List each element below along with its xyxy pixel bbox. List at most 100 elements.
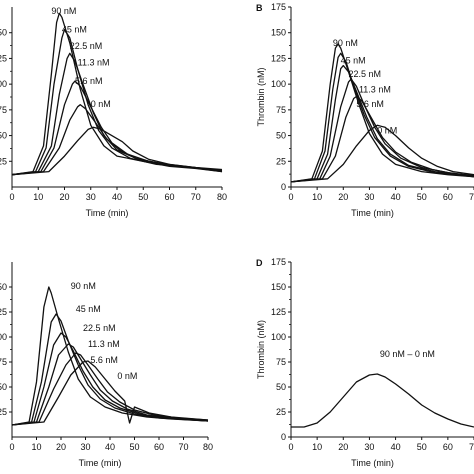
series-line bbox=[290, 124, 474, 183]
x-tick-label: 0 bbox=[9, 192, 14, 202]
x-tick-label: 10 bbox=[31, 442, 41, 452]
y-tick-label: 150 bbox=[271, 28, 286, 38]
x-axis-label: Time (min) bbox=[351, 458, 394, 468]
y-tick-label: 150 bbox=[271, 282, 286, 292]
series-line bbox=[11, 28, 223, 176]
panel-a: 0 10 20 30 40 50 60 70 80 25 50 75 100 125 150 Time (mi… bbox=[0, 6, 227, 218]
x-tick-label: 50 bbox=[417, 442, 427, 452]
y-tick-label: 125 bbox=[271, 53, 286, 63]
x-tick-label: 0 bbox=[9, 442, 14, 452]
panel-letter: D bbox=[256, 258, 263, 268]
series-annotation: 22.5 nM bbox=[70, 41, 103, 51]
x-tick-label: 20 bbox=[56, 442, 66, 452]
y-tick-label: 125 bbox=[0, 53, 7, 63]
series-annotation: 11.3 nM bbox=[78, 58, 110, 68]
x-tick-label: 30 bbox=[86, 192, 96, 202]
series-annotation: 22.5 nM bbox=[83, 323, 116, 333]
series-line bbox=[11, 360, 209, 426]
x-tick-label: 20 bbox=[59, 192, 69, 202]
x-tick-label: 20 bbox=[338, 192, 348, 202]
x-tick-label: 40 bbox=[112, 192, 122, 202]
series-line bbox=[291, 373, 474, 428]
y-tick-label: 125 bbox=[271, 307, 286, 317]
y-tick-label: 75 bbox=[276, 357, 286, 367]
series-annotation: 90 nM – 0 nM bbox=[380, 349, 435, 359]
x-tick-label: 70 bbox=[191, 192, 201, 202]
panel-letter: B bbox=[256, 3, 263, 13]
y-tick-label: 25 bbox=[0, 156, 7, 166]
y-tick-label: 150 bbox=[0, 28, 7, 38]
x-axis-label: Time (min) bbox=[86, 208, 129, 218]
series-annotation: 0 nM bbox=[91, 99, 111, 109]
series-line bbox=[11, 313, 209, 426]
series-annotation: 22.5 nM bbox=[349, 69, 382, 79]
x-axis-label: Time (min) bbox=[351, 208, 394, 218]
panel-d: 0 10 20 30 40 50 60 70 0 25 50 75 100 125 150 175 Time (… bbox=[256, 257, 474, 468]
panel-c: 0 10 20 30 40 50 60 70 80 25 50 75 100 125 150 Time (mi… bbox=[0, 262, 213, 468]
x-tick-label: 0 bbox=[288, 192, 293, 202]
y-tick-label: 0 bbox=[281, 432, 286, 442]
series-line bbox=[11, 343, 209, 426]
y-tick-label: 25 bbox=[0, 407, 7, 417]
y-tick-label: 50 bbox=[276, 382, 286, 392]
x-tick-label: 60 bbox=[164, 192, 174, 202]
y-tick-label: 75 bbox=[0, 105, 7, 115]
y-tick-label: 100 bbox=[271, 79, 286, 89]
series-line bbox=[11, 286, 209, 426]
x-tick-label: 60 bbox=[154, 442, 164, 452]
series-annotation: 45 nM bbox=[76, 304, 101, 314]
y-tick-label: 100 bbox=[0, 332, 7, 342]
y-tick-label: 125 bbox=[0, 307, 7, 317]
x-tick-label: 50 bbox=[138, 192, 148, 202]
x-tick-label: 30 bbox=[364, 442, 374, 452]
y-tick-label: 175 bbox=[271, 2, 286, 12]
series-line bbox=[290, 95, 474, 183]
y-tick-label: 100 bbox=[0, 79, 7, 89]
series-annotation: 45 nM bbox=[62, 25, 87, 35]
series-annotation: 11.3 nM bbox=[359, 84, 391, 94]
y-tick-label: 75 bbox=[276, 105, 286, 115]
series-annotation: 11.3 nM bbox=[88, 339, 120, 349]
x-tick-label: 60 bbox=[443, 442, 453, 452]
x-tick-label: 80 bbox=[217, 192, 227, 202]
x-axis-label: Time (min) bbox=[79, 458, 122, 468]
series-line bbox=[290, 64, 474, 183]
panel-b: 0 10 20 30 40 50 60 70 0 25 50 75 100 125 150 175 Time (… bbox=[256, 2, 474, 218]
x-tick-label: 10 bbox=[312, 442, 322, 452]
y-tick-label: 100 bbox=[271, 332, 286, 342]
x-tick-label: 40 bbox=[391, 192, 401, 202]
y-axis-label: Thrombin (nM) bbox=[256, 320, 266, 379]
series-annotation: 5.6 nM bbox=[90, 355, 118, 365]
series-line bbox=[11, 352, 209, 426]
y-axis-label: Thrombin (nM) bbox=[256, 67, 266, 126]
x-tick-label: 20 bbox=[338, 442, 348, 452]
x-tick-label: 40 bbox=[391, 442, 401, 452]
series-annotation: 90 nM bbox=[71, 281, 96, 291]
x-tick-label: 10 bbox=[33, 192, 43, 202]
series-annotation: 0 nM bbox=[377, 126, 397, 136]
x-tick-label: 60 bbox=[443, 192, 453, 202]
x-tick-label: 30 bbox=[80, 442, 90, 452]
series-annotation: 90 nM bbox=[51, 6, 76, 16]
series-line bbox=[11, 332, 209, 426]
series-annotation: 5.6 nM bbox=[356, 99, 384, 109]
y-tick-label: 150 bbox=[0, 282, 7, 292]
y-tick-label: 50 bbox=[0, 382, 7, 392]
x-tick-label: 70 bbox=[178, 442, 188, 452]
series-line bbox=[290, 78, 474, 183]
y-tick-label: 0 bbox=[281, 182, 286, 192]
y-tick-label: 25 bbox=[276, 407, 286, 417]
x-tick-label: 80 bbox=[203, 442, 213, 452]
y-tick-label: 75 bbox=[0, 357, 7, 367]
x-tick-label: 40 bbox=[105, 442, 115, 452]
x-tick-label: 10 bbox=[312, 192, 322, 202]
series-annotation: 45 nM bbox=[341, 56, 366, 66]
series-annotation: 90 nM bbox=[333, 38, 358, 48]
series-line bbox=[290, 43, 474, 183]
y-tick-label: 50 bbox=[276, 131, 286, 141]
x-tick-label: 70 bbox=[469, 192, 474, 202]
series-annotation: 5.6 nM bbox=[75, 76, 103, 86]
y-tick-label: 50 bbox=[0, 131, 7, 141]
x-tick-label: 0 bbox=[288, 442, 293, 452]
